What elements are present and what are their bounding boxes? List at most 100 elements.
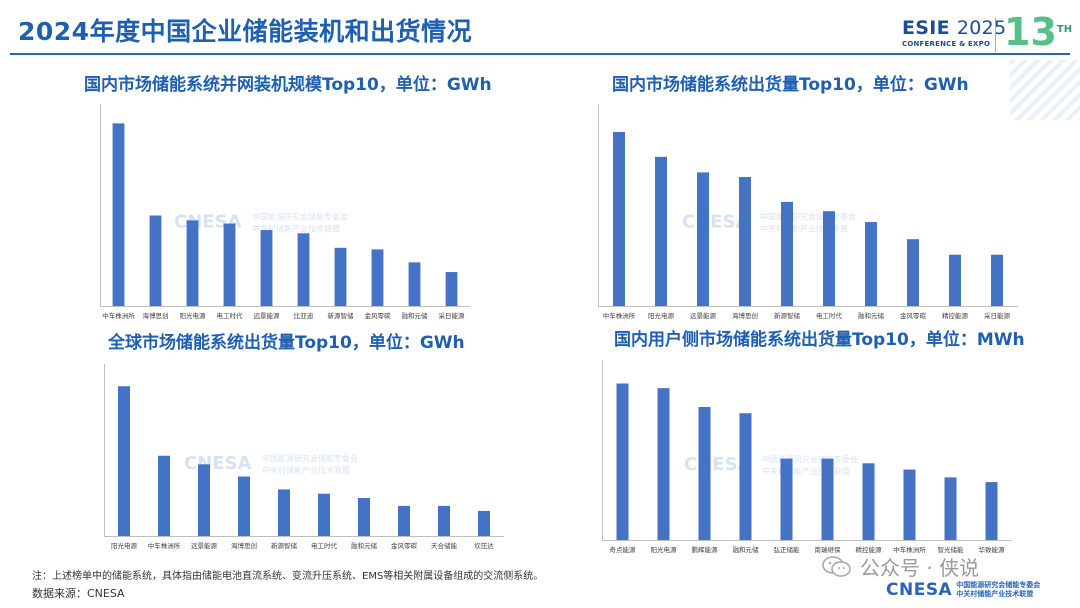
bar [657,388,670,540]
cnesa-brand: CNESA [886,580,953,600]
watermark-line-2: 中关村储能产业技术联盟 [262,465,350,475]
bar [949,254,961,306]
x-tick-label: 采日能源 [984,311,1011,320]
esie-logo: ESIE 2025 CONFERENCE & EXPO [902,18,1006,48]
bar [297,233,310,306]
bar [697,172,709,306]
x-tick-label: 金风零碳 [365,311,392,320]
chart-title-2: 国内市场储能系统出货量Top10，单位：GWh [612,75,969,95]
x-tick-label: 海博思创 [231,541,257,550]
bar [944,477,957,540]
bar [278,489,290,536]
cnesa-logo: CNESA 中国能源研究会储能专委会 中关村储能产业技术联盟 [886,580,1040,600]
edition-logo: 13TH [1004,12,1072,52]
bar [260,230,273,306]
bar [780,458,793,540]
footnote: 注：上述榜单中的储能系统，具体指由储能电池直流系统、变流升压系统、EMS等相关附… [32,571,544,582]
x-tick-label: 华致能源 [979,545,1006,554]
watermark-line-2: 中关村储能产业技术联盟 [760,224,848,234]
esie-year: 2025 [956,17,1007,39]
bar [358,498,370,536]
x-tick-label: 精控能源 [942,311,969,320]
x-tick-label: 融和元储 [858,311,885,320]
x-tick-label: 海博思创 [732,311,758,320]
bar [371,249,384,306]
x-tick-label: 电工时代 [217,311,244,320]
x-tick-label: 比亚迪 [294,311,314,320]
x-tick-label: 阳光电源 [180,311,207,320]
bar [616,383,629,540]
cnesa-line-2: 中关村储能产业技术联盟 [956,590,1034,598]
watermark-line-1: 中国能源研究会储能专委会 [762,454,858,464]
bar [238,476,250,536]
title-underline [10,53,1070,55]
x-tick-label: 阳光电源 [651,545,678,554]
slide-title: 2024年度中国企业储能装机和出货情况 [18,17,473,46]
x-tick-label: 融和元储 [402,311,429,320]
x-tick-label: 远景能源 [191,541,218,550]
bar [398,505,410,536]
decorative-stripes [1010,60,1080,120]
edition-number: 13 [1004,10,1057,54]
x-tick-label: 海博思创 [143,311,169,320]
x-tick-label: 天合储能 [431,541,458,550]
x-tick-label: 金风零碳 [900,311,927,320]
bar [862,463,875,540]
x-tick-label: 奇点能源 [610,545,637,554]
wechat-icon [822,555,851,577]
bar [985,482,998,540]
x-tick-label: 电工时代 [311,541,338,550]
bar [438,505,450,536]
x-tick-label: 新源智储 [774,311,801,320]
watermark-line-2: 中关村储能产业技术联盟 [762,466,850,476]
x-tick-label: 中车株洲所 [893,545,926,554]
x-tick-label: 中车株洲所 [148,541,181,550]
x-tick-label: 弘正储能 [774,545,801,554]
x-tick-label: 远景能源 [254,311,281,320]
x-tick-label: 阳光电源 [648,311,675,320]
x-tick-label: 远景能源 [690,311,717,320]
bar [112,123,125,306]
bar [865,222,877,306]
bar [186,220,199,306]
bar [198,464,210,536]
bar [613,131,625,306]
x-tick-label: 融和元储 [733,545,760,554]
x-tick-label: 南瑞继保 [815,545,842,554]
x-tick-label: 新源智储 [271,541,298,550]
chart-title-3: 全球市场储能系统出货量Top10，单位：GWh [108,333,465,353]
x-tick-label: 中车株洲所 [603,311,636,320]
bar [408,262,421,306]
x-tick-label: 新源智储 [328,311,355,320]
bar [698,406,711,540]
watermark-line-1: 中国能源研究会储能专委会 [262,453,358,463]
watermark-brand: CNESA [184,453,252,474]
bar [445,272,458,306]
watermark-line-1: 中国能源研究会储能专委会 [252,212,348,222]
bar [907,239,919,306]
wechat-account: 公众号 · 侠说 [860,556,980,580]
x-tick-label: 鹏辉能源 [692,545,719,554]
bar [318,493,330,536]
bar [781,201,793,306]
bar [334,247,347,306]
x-tick-label: 坎芘达 [474,541,494,550]
chart-title-4: 国内用户侧市场储能系统出货量Top10，单位：MWh [614,330,1025,350]
bar [118,386,130,536]
bar [903,469,916,540]
esie-name: ESIE [902,17,950,39]
bar [739,413,752,540]
x-tick-label: 融和元储 [351,541,378,550]
bar [739,177,751,306]
chart-title-1: 国内市场储能系统并网装机规模Top10，单位：GWh [84,75,492,95]
bar [655,156,667,306]
x-tick-label: 采日能源 [439,311,466,320]
data-source: 数据来源：CNESA [32,587,125,600]
x-tick-label: 阳光电源 [111,541,138,550]
x-tick-label: 中车株洲所 [102,311,135,320]
